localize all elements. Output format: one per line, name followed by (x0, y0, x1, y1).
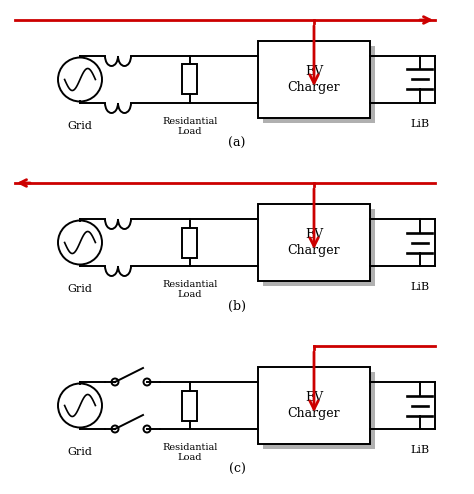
Text: Load: Load (178, 453, 202, 462)
Text: Residantial: Residantial (162, 280, 218, 289)
Text: Grid: Grid (68, 284, 92, 294)
Text: Grid: Grid (68, 447, 92, 457)
Text: Charger: Charger (288, 81, 340, 94)
Bar (263, 209, 375, 286)
Text: EV: EV (305, 65, 323, 78)
Text: Load: Load (178, 127, 202, 136)
Bar (258, 367, 370, 444)
Text: Residantial: Residantial (162, 443, 218, 452)
Text: EV: EV (305, 228, 323, 241)
Text: Charger: Charger (288, 244, 340, 257)
Bar (258, 41, 370, 118)
Bar (263, 46, 375, 123)
Text: Residantial: Residantial (162, 117, 218, 126)
Text: LiB: LiB (410, 282, 429, 292)
Text: Charger: Charger (288, 407, 340, 420)
Bar (258, 204, 370, 281)
Bar (263, 372, 375, 449)
Bar (182, 228, 198, 257)
Text: (c): (c) (228, 462, 246, 476)
Text: (a): (a) (228, 136, 246, 150)
Text: (b): (b) (228, 299, 246, 313)
Bar (182, 390, 198, 420)
Text: LiB: LiB (410, 445, 429, 455)
Text: EV: EV (305, 391, 323, 404)
Text: Load: Load (178, 290, 202, 299)
Text: LiB: LiB (410, 119, 429, 129)
Text: Grid: Grid (68, 121, 92, 131)
Bar (182, 65, 198, 94)
